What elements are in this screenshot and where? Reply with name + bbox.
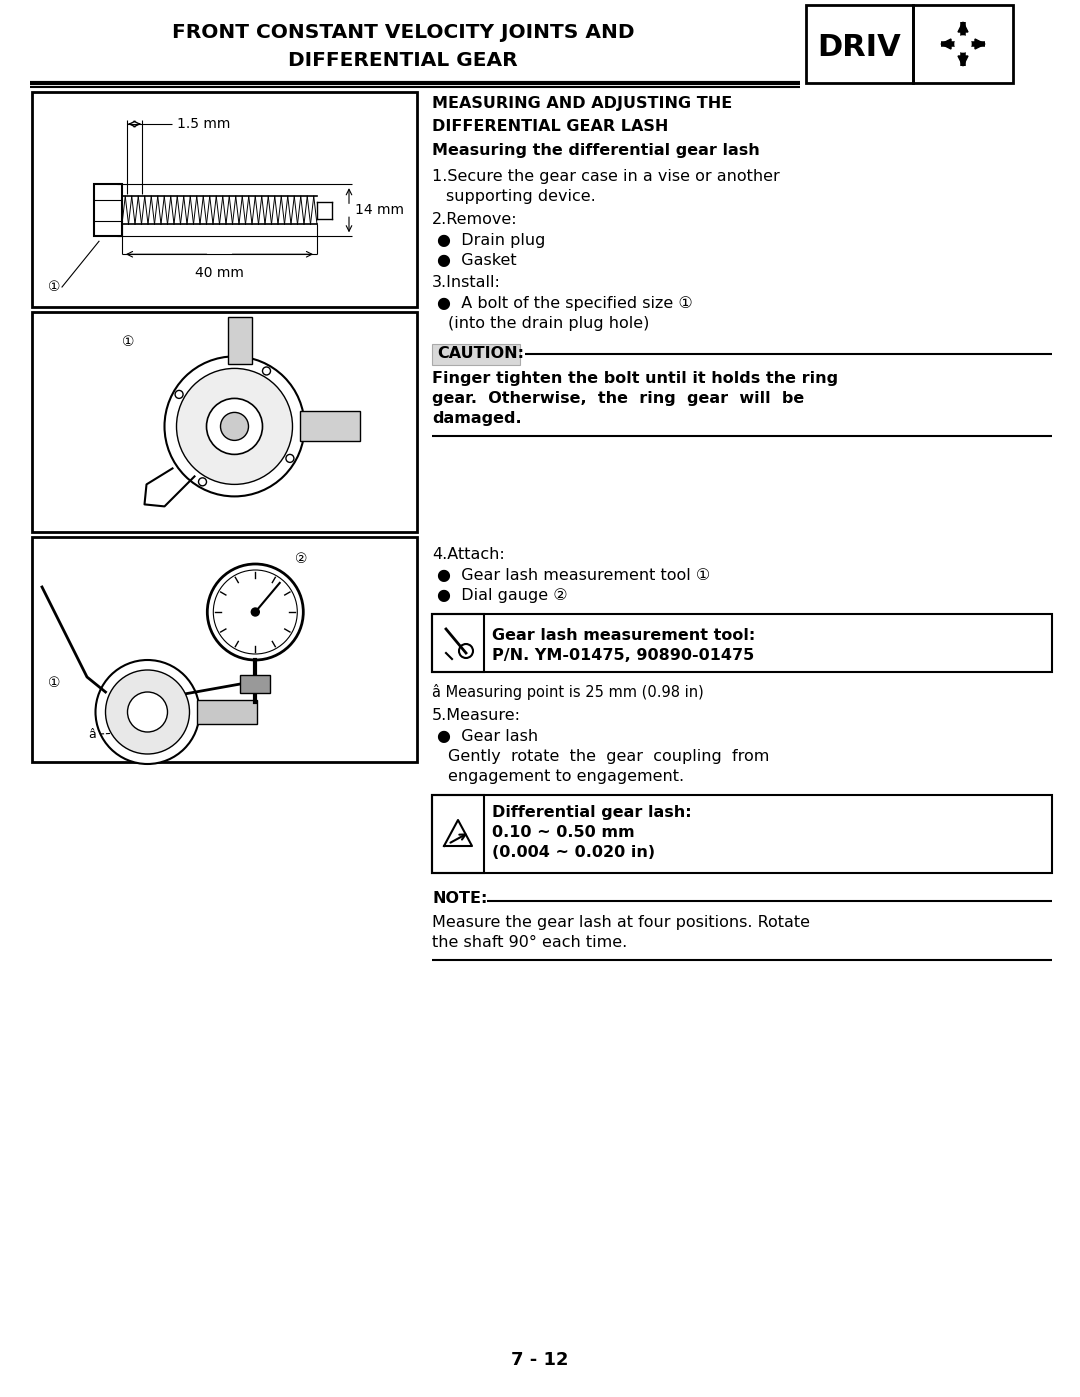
- Text: Measure the gear lash at four positions. Rotate: Measure the gear lash at four positions.…: [432, 915, 810, 930]
- Bar: [240, 675, 270, 693]
- Text: 40 mm: 40 mm: [195, 267, 244, 281]
- Polygon shape: [958, 22, 968, 32]
- Text: ●  Gear lash: ● Gear lash: [437, 729, 538, 745]
- Bar: [806, 6, 913, 82]
- Polygon shape: [975, 39, 985, 49]
- Text: 5.Measure:: 5.Measure:: [432, 708, 521, 724]
- Text: ●  Gear lash measurement tool ①: ● Gear lash measurement tool ①: [437, 569, 711, 583]
- Text: DIFFERENTIAL GEAR LASH: DIFFERENTIAL GEAR LASH: [432, 119, 669, 134]
- Text: P/N. YM-01475, 90890-01475: P/N. YM-01475, 90890-01475: [492, 648, 754, 664]
- Text: NOTE:: NOTE:: [432, 891, 487, 907]
- Text: ●  Gasket: ● Gasket: [437, 253, 516, 268]
- Bar: [432, 615, 1052, 672]
- Text: ●  Dial gauge ②: ● Dial gauge ②: [437, 588, 568, 604]
- Circle shape: [207, 564, 303, 659]
- Circle shape: [213, 570, 297, 654]
- Text: 4.Attach:: 4.Attach:: [432, 548, 504, 562]
- Text: Gently  rotate  the  gear  coupling  from: Gently rotate the gear coupling from: [448, 749, 769, 764]
- Text: â Measuring point is 25 mm (0.98 in): â Measuring point is 25 mm (0.98 in): [432, 685, 704, 700]
- Circle shape: [459, 644, 473, 658]
- Text: ①: ①: [48, 279, 60, 293]
- Text: MEASURING AND ADJUSTING THE: MEASURING AND ADJUSTING THE: [432, 96, 732, 110]
- Polygon shape: [444, 820, 472, 847]
- Text: gear.  Otherwise,  the  ring  gear  will  be: gear. Otherwise, the ring gear will be: [432, 391, 805, 407]
- Bar: [432, 344, 519, 365]
- Text: (0.004 ~ 0.020 in): (0.004 ~ 0.020 in): [492, 845, 656, 861]
- Bar: [32, 536, 417, 761]
- Bar: [197, 700, 257, 724]
- Text: 1.Secure the gear case in a vise or another: 1.Secure the gear case in a vise or anot…: [432, 169, 780, 184]
- Circle shape: [252, 608, 259, 616]
- Text: Differential gear lash:: Differential gear lash:: [492, 805, 691, 820]
- Polygon shape: [941, 39, 951, 49]
- Text: ①: ①: [48, 676, 60, 690]
- Text: DIFFERENTIAL GEAR: DIFFERENTIAL GEAR: [288, 50, 517, 70]
- Bar: [913, 6, 1013, 82]
- Bar: [432, 795, 484, 873]
- Circle shape: [175, 390, 184, 398]
- Text: FRONT CONSTANT VELOCITY JOINTS AND: FRONT CONSTANT VELOCITY JOINTS AND: [172, 22, 634, 42]
- Circle shape: [262, 367, 270, 374]
- Text: 7 - 12: 7 - 12: [511, 1351, 569, 1369]
- Text: ②: ②: [295, 552, 308, 566]
- Text: 14 mm: 14 mm: [355, 203, 404, 218]
- Text: 2.Remove:: 2.Remove:: [432, 212, 517, 226]
- Text: 0.10 ~ 0.50 mm: 0.10 ~ 0.50 mm: [492, 826, 635, 840]
- Bar: [432, 615, 484, 672]
- Text: 3.Install:: 3.Install:: [432, 275, 501, 291]
- Text: Finger tighten the bolt until it holds the ring: Finger tighten the bolt until it holds t…: [432, 372, 838, 386]
- Text: damaged.: damaged.: [432, 411, 522, 426]
- Text: Gear lash measurement tool:: Gear lash measurement tool:: [492, 629, 755, 643]
- Text: DRIV: DRIV: [818, 34, 902, 63]
- Circle shape: [176, 369, 293, 485]
- Bar: [228, 317, 252, 365]
- Bar: [32, 92, 417, 307]
- Text: Measuring the differential gear lash: Measuring the differential gear lash: [432, 142, 759, 158]
- Circle shape: [95, 659, 200, 764]
- Circle shape: [955, 36, 971, 52]
- Bar: [299, 411, 360, 441]
- Text: engagement to engagement.: engagement to engagement.: [448, 768, 684, 784]
- Bar: [432, 795, 1052, 873]
- Circle shape: [127, 692, 167, 732]
- Text: the shaft 90° each time.: the shaft 90° each time.: [432, 935, 627, 950]
- Text: supporting device.: supporting device.: [446, 189, 596, 204]
- Circle shape: [206, 398, 262, 454]
- Bar: [32, 312, 417, 532]
- Circle shape: [106, 671, 189, 754]
- Text: â: â: [89, 728, 96, 740]
- Bar: [94, 184, 122, 236]
- Circle shape: [164, 356, 305, 496]
- Text: (into the drain plug hole): (into the drain plug hole): [448, 316, 649, 331]
- Text: ●  Drain plug: ● Drain plug: [437, 233, 545, 249]
- Text: ●  A bolt of the specified size ①: ● A bolt of the specified size ①: [437, 296, 692, 312]
- Circle shape: [220, 412, 248, 440]
- Polygon shape: [958, 56, 968, 66]
- Circle shape: [286, 454, 294, 462]
- Circle shape: [199, 478, 206, 486]
- Text: CAUTION:: CAUTION:: [437, 346, 524, 362]
- Text: 1.5 mm: 1.5 mm: [177, 117, 230, 131]
- Text: ①: ①: [122, 335, 135, 349]
